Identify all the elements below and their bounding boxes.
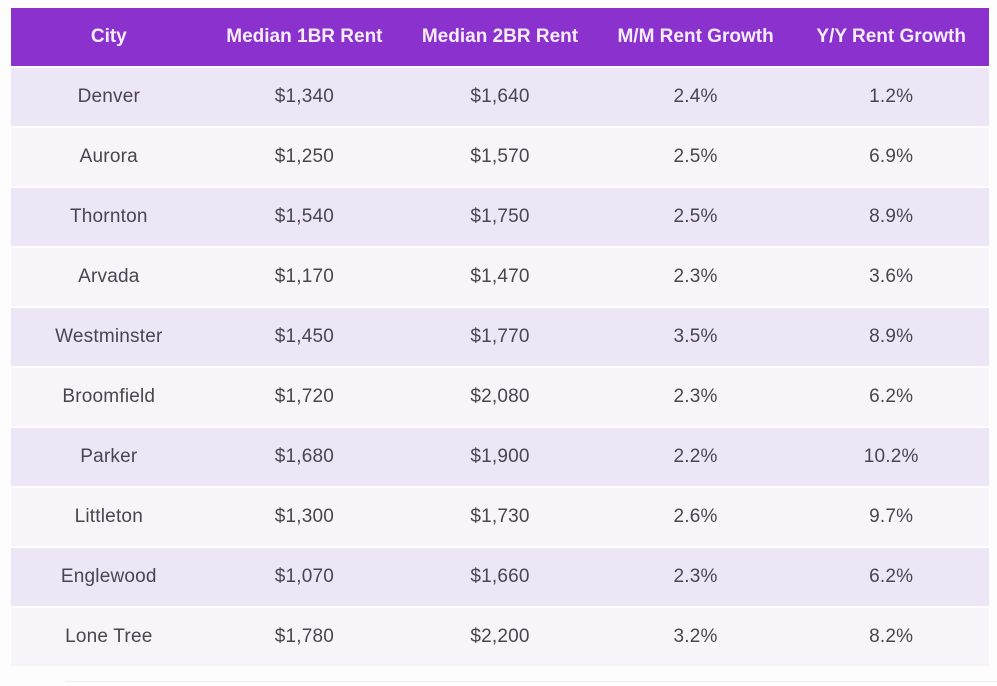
cell-yy-rent-growth: 6.2%	[793, 548, 989, 606]
table-row: Parker $1,680 $1,900 2.2% 10.2%	[11, 428, 989, 486]
header-yy-rent-growth: Y/Y Rent Growth	[793, 8, 989, 66]
table-row: Aurora $1,250 $1,570 2.5% 6.9%	[11, 128, 989, 186]
cell-mm-rent-growth: 2.4%	[597, 68, 794, 126]
cell-median-1br-rent: $1,720	[206, 368, 403, 426]
table-header: City Median 1BR Rent Median 2BR Rent M/M…	[11, 8, 989, 66]
header-mm-rent-growth: M/M Rent Growth	[597, 8, 794, 66]
cell-median-2br-rent: $1,640	[402, 68, 598, 126]
cell-median-2br-rent: $1,570	[402, 128, 598, 186]
cell-yy-rent-growth: 9.7%	[793, 488, 989, 546]
cell-city: Westminster	[11, 308, 207, 366]
cell-median-1br-rent: $1,340	[206, 68, 403, 126]
cell-median-1br-rent: $1,780	[206, 608, 403, 666]
cell-median-1br-rent: $1,450	[206, 308, 403, 366]
cell-mm-rent-growth: 2.3%	[597, 248, 794, 306]
cell-median-1br-rent: $1,250	[206, 128, 403, 186]
cell-yy-rent-growth: 3.6%	[793, 248, 989, 306]
cell-mm-rent-growth: 2.5%	[597, 188, 794, 246]
cell-yy-rent-growth: 6.2%	[793, 368, 989, 426]
table-row: Denver $1,340 $1,640 2.4% 1.2%	[11, 68, 989, 126]
cell-city: Parker	[11, 428, 207, 486]
table-row: Thornton $1,540 $1,750 2.5% 8.9%	[11, 188, 989, 246]
cell-yy-rent-growth: 8.2%	[793, 608, 989, 666]
header-row: City Median 1BR Rent Median 2BR Rent M/M…	[11, 8, 989, 66]
cell-yy-rent-growth: 8.9%	[793, 308, 989, 366]
cell-city: Lone Tree	[11, 608, 207, 666]
cell-city: Denver	[11, 68, 207, 126]
cell-median-2br-rent: $2,200	[402, 608, 598, 666]
cell-mm-rent-growth: 3.2%	[597, 608, 794, 666]
cell-yy-rent-growth: 6.9%	[793, 128, 989, 186]
cell-mm-rent-growth: 2.6%	[597, 488, 794, 546]
table-row: Lone Tree $1,780 $2,200 3.2% 8.2%	[11, 608, 989, 666]
cell-city: Littleton	[11, 488, 207, 546]
cell-median-1br-rent: $1,300	[206, 488, 403, 546]
table-row: Arvada $1,170 $1,470 2.3% 3.6%	[11, 248, 989, 306]
cell-city: Aurora	[11, 128, 207, 186]
cell-median-2br-rent: $1,770	[402, 308, 598, 366]
cell-median-2br-rent: $1,660	[402, 548, 598, 606]
table-body: Denver $1,340 $1,640 2.4% 1.2% Aurora $1…	[11, 68, 989, 666]
cell-median-2br-rent: $1,730	[402, 488, 598, 546]
header-median-2br-rent: Median 2BR Rent	[402, 8, 598, 66]
rent-table-container: City Median 1BR Rent Median 2BR Rent M/M…	[11, 6, 989, 668]
cell-median-1br-rent: $1,680	[206, 428, 403, 486]
bottom-divider	[65, 681, 997, 682]
table-row: Westminster $1,450 $1,770 3.5% 8.9%	[11, 308, 989, 366]
table-row: Englewood $1,070 $1,660 2.3% 6.2%	[11, 548, 989, 606]
cell-mm-rent-growth: 3.5%	[597, 308, 794, 366]
cell-yy-rent-growth: 1.2%	[793, 68, 989, 126]
header-city: City	[11, 8, 207, 66]
cell-median-2br-rent: $1,900	[402, 428, 598, 486]
table-row: Littleton $1,300 $1,730 2.6% 9.7%	[11, 488, 989, 546]
cell-city: Broomfield	[11, 368, 207, 426]
cell-mm-rent-growth: 2.2%	[597, 428, 794, 486]
cell-median-1br-rent: $1,070	[206, 548, 403, 606]
cell-mm-rent-growth: 2.3%	[597, 368, 794, 426]
cell-median-2br-rent: $2,080	[402, 368, 598, 426]
cell-city: Arvada	[11, 248, 207, 306]
table-row: Broomfield $1,720 $2,080 2.3% 6.2%	[11, 368, 989, 426]
header-median-1br-rent: Median 1BR Rent	[206, 8, 403, 66]
cell-mm-rent-growth: 2.5%	[597, 128, 794, 186]
cell-median-2br-rent: $1,470	[402, 248, 598, 306]
cell-median-2br-rent: $1,750	[402, 188, 598, 246]
rent-table: City Median 1BR Rent Median 2BR Rent M/M…	[11, 6, 989, 668]
cell-yy-rent-growth: 10.2%	[793, 428, 989, 486]
cell-city: Thornton	[11, 188, 207, 246]
cell-mm-rent-growth: 2.3%	[597, 548, 794, 606]
cell-yy-rent-growth: 8.9%	[793, 188, 989, 246]
cell-median-1br-rent: $1,540	[206, 188, 403, 246]
cell-median-1br-rent: $1,170	[206, 248, 403, 306]
cell-city: Englewood	[11, 548, 207, 606]
